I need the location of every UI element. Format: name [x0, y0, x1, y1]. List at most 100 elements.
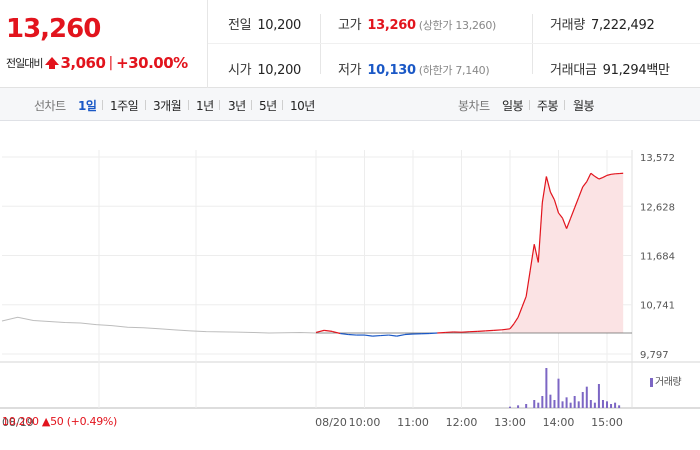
price-chart[interactable]: 13,572 12,628 11,684 10,741 9,797 08/19 08/20… [0, 121, 700, 450]
x-tick-label: 12:00 [446, 416, 478, 429]
tab-1year[interactable]: 1년 [196, 99, 214, 113]
stat-open: 시가 10,200 [228, 59, 301, 78]
price-segment [315, 329, 325, 334]
tab-1week[interactable]: 1주일 [110, 99, 139, 113]
y-tick-label: 10,741 [640, 301, 675, 312]
price-segment [364, 334, 373, 337]
price-segment [388, 334, 397, 337]
x-tick-label: 14:00 [543, 416, 575, 429]
stat-low: 저가 10,130 (하한가 7,140) [338, 59, 490, 78]
stat-value: 7,222,492 [590, 18, 655, 33]
stat-label: 고가 [338, 18, 362, 33]
volume-bar [541, 396, 544, 408]
stat-high: 고가 13,260 (상한가 13,260) [338, 14, 496, 33]
chart-grid [0, 150, 700, 409]
price-segment [324, 329, 333, 332]
tab-3years[interactable]: 3년 [228, 99, 246, 113]
price-segment [372, 334, 381, 337]
price-segment [602, 174, 608, 178]
x-tick-label: 15:00 [591, 416, 623, 429]
price-segment [396, 333, 406, 337]
tab-divider [145, 100, 146, 110]
tab-3months[interactable]: 3개월 [153, 99, 182, 113]
x-tick-label: 11:00 [397, 416, 429, 429]
x-axis-labels: 08/19 08/20 10:00 11:00 12:00 13:00 14:00 15:00 [2, 416, 623, 429]
price-segment [340, 332, 349, 336]
volume-bar [618, 405, 621, 408]
y-axis-labels: 13,572 12,628 11,684 10,741 9,797 [640, 153, 675, 361]
tab-monthly-candle[interactable]: 월봉 [573, 99, 595, 113]
stat-value: 10,130 [367, 63, 416, 78]
tab-5years[interactable]: 5년 [259, 99, 277, 113]
price-segment [332, 330, 341, 335]
stat-prev: 전일 10,200 [228, 14, 301, 33]
prev-day-series [1, 316, 317, 334]
lower-limit: (하한가 7,140) [418, 64, 490, 77]
price-segment [594, 175, 600, 180]
tab-1day[interactable]: 1일 [78, 99, 97, 113]
price-segment [509, 323, 515, 330]
stat-value: 13,260 [367, 18, 416, 33]
price-segment [493, 329, 502, 331]
price-segment [404, 333, 414, 336]
price-segment [561, 217, 568, 229]
volume-bar [545, 368, 548, 408]
stat-label: 저가 [338, 63, 362, 78]
price-segment [529, 244, 535, 271]
change-label: 전일대비 [6, 57, 43, 70]
price-box: 13,260 전일대비 3,060 | +30.00% [0, 0, 208, 88]
stat-amount: 거래대금 91,294백만 [550, 59, 670, 78]
prev-day-arrow-icon: ▲ [41, 415, 51, 428]
tab-divider [188, 100, 189, 110]
tab-divider [219, 100, 220, 110]
volume-bar [557, 378, 560, 408]
price-segment [501, 328, 511, 331]
change-value: 3,060 [60, 54, 106, 72]
y-tick-label: 9,797 [640, 350, 669, 361]
price-segment [553, 199, 560, 214]
price-segment [533, 244, 539, 263]
volume-bar [533, 400, 536, 408]
price-segment [517, 306, 523, 318]
volume-bar [589, 400, 592, 408]
stat-value: 10,200 [257, 63, 302, 78]
up-arrow-icon [45, 57, 60, 69]
volume-bar [565, 397, 568, 408]
tab-weekly-candle[interactable]: 주봉 [537, 99, 559, 113]
price-segment [348, 333, 357, 336]
price-segment [477, 330, 486, 333]
tab-daily-candle[interactable]: 일봉 [502, 99, 524, 113]
volume-legend-swatch [650, 377, 653, 387]
volume-legend: 거래량 [650, 373, 682, 388]
x-tick-label: 08/19 [2, 416, 34, 429]
volume-legend-label: 거래량 [655, 377, 682, 388]
today-price-line [315, 172, 624, 337]
price-segment [586, 173, 592, 182]
tab-divider [102, 100, 103, 110]
stat-volume: 거래량 7,222,492 [550, 14, 655, 33]
volume-bar [601, 400, 604, 408]
price-segment [445, 331, 454, 334]
price-segment [521, 296, 527, 308]
price-segment [578, 186, 584, 198]
price-segment [558, 212, 564, 219]
volume-bar [525, 404, 528, 408]
price-segment [582, 181, 588, 188]
price-segment [566, 217, 572, 229]
x-tick-label: 08/20 [315, 416, 347, 429]
y-tick-label: 12,628 [640, 202, 675, 213]
row-divider [208, 43, 700, 44]
change-percent: +30.00% [116, 54, 188, 72]
y-tick-label: 11,684 [640, 252, 675, 263]
price-segment [598, 176, 604, 180]
price-segment [513, 316, 519, 324]
line-chart-label: 선차트 [34, 99, 66, 113]
volume-bar [610, 404, 613, 408]
divider [320, 14, 321, 74]
tab-divider [529, 100, 530, 110]
volume-bar [561, 401, 564, 408]
price-segment [545, 176, 551, 193]
volume-bar [549, 394, 552, 408]
tab-10years[interactable]: 10년 [290, 99, 315, 113]
current-price: 13,260 [6, 14, 101, 44]
